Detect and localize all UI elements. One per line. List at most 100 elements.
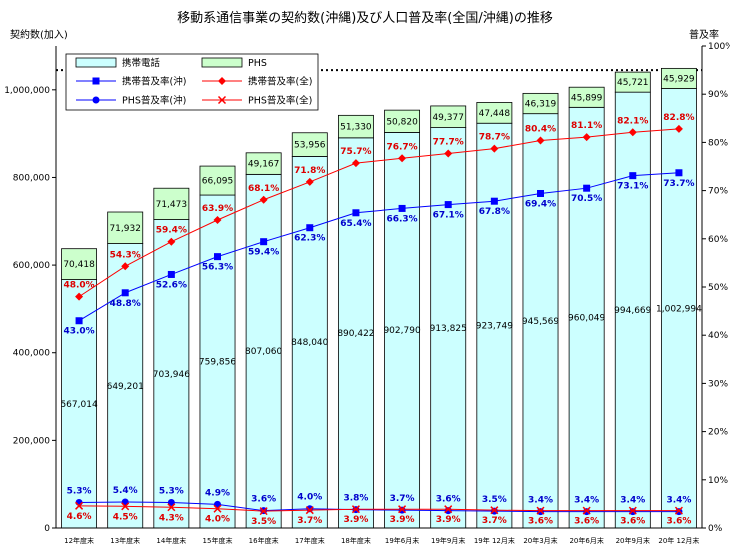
bar-label-mobile: 994,669 xyxy=(614,306,651,316)
series-line xyxy=(79,501,679,513)
x-tick-label: 16年度末 xyxy=(249,536,279,545)
marker-diamond xyxy=(582,133,591,142)
x-tick-label: 19年6月末 xyxy=(385,536,419,545)
line-data-label: 76.7% xyxy=(386,142,417,152)
y2-tick-label: 20% xyxy=(708,428,728,438)
line-data-label: 3.6% xyxy=(528,517,553,527)
line-data-label: 3.6% xyxy=(666,517,691,527)
bar-phs xyxy=(614,71,651,93)
bar-phs xyxy=(430,105,467,128)
marker-diamond xyxy=(213,216,222,225)
bar-label-phs: 70,418 xyxy=(63,260,95,270)
marker-x xyxy=(217,95,227,105)
marker-x xyxy=(490,506,499,515)
bar-phs xyxy=(245,152,282,175)
line-data-label: 63.9% xyxy=(202,204,233,214)
bar-label-mobile: 1,002,994 xyxy=(656,304,702,314)
line-data-label: 3.8% xyxy=(343,494,368,504)
x-tick-label: 14年度末 xyxy=(156,536,186,545)
y2-tick-label: 50% xyxy=(708,283,728,293)
line-data-label: 3.9% xyxy=(436,515,461,525)
y-tick-label: 200,000 xyxy=(13,436,50,446)
marker-diamond xyxy=(218,77,226,85)
marker-diamond xyxy=(674,124,683,133)
marker-square xyxy=(260,238,268,246)
line-data-label: 3.7% xyxy=(482,516,507,526)
marker-diamond xyxy=(628,128,637,137)
bar-label-phs: 46,319 xyxy=(525,100,557,110)
line-data-label: 73.7% xyxy=(663,179,694,189)
bar-label-mobile: 890,422 xyxy=(337,329,374,339)
line-data-label: 70.5% xyxy=(571,194,602,204)
legend-label-line: 携帯普及率(沖) xyxy=(122,76,186,88)
y-tick-label: 1,000,000 xyxy=(4,86,50,96)
line-data-label: 68.1% xyxy=(248,184,279,194)
bar-phs xyxy=(107,211,144,244)
x-tick-label: 13年度末 xyxy=(110,536,140,545)
bar-label-mobile: 913,825 xyxy=(430,324,467,334)
y-tick-label: 400,000 xyxy=(13,349,50,359)
line-data-label: 4.0% xyxy=(205,515,230,525)
line-data-label: 75.7% xyxy=(340,147,371,157)
marker-square xyxy=(121,289,129,297)
x-tick-label: 20年3月末 xyxy=(523,536,557,545)
line-data-label: 3.7% xyxy=(297,516,322,526)
marker-x xyxy=(444,505,453,514)
bar-phs xyxy=(199,165,236,196)
line-data-label: 3.4% xyxy=(620,496,645,506)
bar-mobile xyxy=(476,122,513,529)
line-data-label: 59.4% xyxy=(156,226,187,236)
bar-label-mobile: 945,569 xyxy=(522,317,559,327)
bar-phs xyxy=(61,248,98,280)
axes-group: 0 200,000 400,000 600,000 800,000 1,000,000 0%… xyxy=(4,42,730,545)
bar-mobile xyxy=(384,132,421,529)
y2-tick-label: 30% xyxy=(708,379,728,389)
line-data-label: 4.9% xyxy=(205,488,230,498)
line-data-label: 65.4% xyxy=(340,219,371,229)
line-data-label: 3.5% xyxy=(251,517,276,527)
marker-square xyxy=(214,253,221,261)
data-label-group: 567,014 70,418 649,201 71,932 703,946 71,473 7… xyxy=(60,74,702,527)
bar-mobile xyxy=(153,219,190,529)
line-data-label: 3.5% xyxy=(482,495,507,505)
line-data-label: 77.7% xyxy=(433,137,464,147)
legend-label-phs: PHS xyxy=(248,58,267,69)
series-line xyxy=(78,128,679,298)
marker-diamond xyxy=(259,195,268,204)
line-data-label: 73.1% xyxy=(617,182,648,192)
marker-diamond xyxy=(536,136,545,145)
line-data-label: 82.8% xyxy=(663,113,694,123)
bar-label-mobile: 807,060 xyxy=(245,347,282,357)
line-data-label: 3.9% xyxy=(343,515,368,525)
marker-x xyxy=(398,505,407,514)
bar-label-phs: 49,377 xyxy=(432,113,464,123)
legend-swatch-mobile xyxy=(75,57,117,68)
line-data-label: 4.6% xyxy=(67,512,92,522)
bar-phs xyxy=(153,187,190,220)
line-data-label: 81.1% xyxy=(571,121,602,131)
line-data-label: 69.4% xyxy=(525,199,556,209)
line-data-label: 5.4% xyxy=(113,486,138,496)
y2-axis-label: 普及率 xyxy=(689,28,719,41)
line-data-label: 3.4% xyxy=(528,496,553,506)
y2-tick-label: 90% xyxy=(708,90,728,100)
bar-phs xyxy=(337,114,374,139)
marker-square xyxy=(629,172,637,180)
line-data-label: 3.4% xyxy=(574,496,599,506)
bar-label-mobile: 848,040 xyxy=(291,338,328,348)
line-data-label: 82.1% xyxy=(617,116,648,126)
y2-tick-label: 40% xyxy=(708,331,728,341)
bar-label-mobile: 923,749 xyxy=(476,322,513,332)
y2-tick-label: 0% xyxy=(708,524,723,534)
marker-square xyxy=(167,270,175,278)
bar-label-mobile: 649,201 xyxy=(107,382,144,392)
x-tick-label: 19年 12月末 xyxy=(474,536,515,545)
bar-label-phs: 45,899 xyxy=(571,93,603,103)
chart-title: 移動系通信事業の契約数(沖縄)及び人口普及率(全国/沖縄)の推移 xyxy=(177,10,553,26)
y-tick-label: 800,000 xyxy=(13,173,50,183)
series-line xyxy=(78,172,679,322)
bar-label-phs: 51,330 xyxy=(340,123,372,133)
marker-x xyxy=(582,506,591,515)
bar-label-phs: 50,820 xyxy=(386,117,418,127)
